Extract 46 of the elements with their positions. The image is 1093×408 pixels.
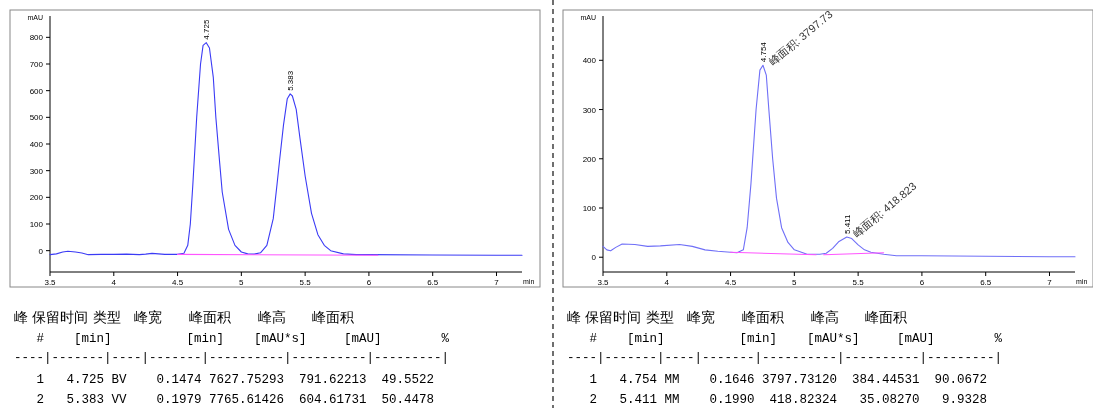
y-tick-label: 0: [591, 253, 597, 263]
line-series: [602, 64, 1076, 258]
y-tick-label: 200: [29, 193, 44, 203]
x-tick-label: 6: [919, 278, 925, 287]
x-tick-label: 5: [792, 278, 798, 287]
text: 2 5.411 MM 0.1990 418.82324 35.08270 9.9328: [567, 393, 988, 407]
annotation: 4.725: [202, 19, 212, 40]
x-tick-label: 5.5: [299, 278, 312, 287]
x-tick-label: 3.5: [597, 278, 610, 287]
y-tick-label: 100: [582, 204, 597, 213]
text: # [min] [min] [mAU*s] [mAU] %: [567, 332, 1003, 346]
y-tick-label: 400: [29, 140, 44, 149]
text: 1 4.754 MM 0.1646 3797.73120 384.44531 90.0672: [567, 373, 988, 387]
x-tick-label: 5: [239, 278, 245, 287]
y-tick-label: 800: [29, 33, 44, 43]
text: 峰 保留时间 类型 峰宽 峰面积 峰高 峰面积: [14, 309, 355, 325]
y-tick-label: 700: [29, 60, 44, 69]
x-tick-label: 7: [1047, 278, 1053, 287]
y-tick-label: 300: [29, 166, 44, 176]
x-tick-label: 7: [494, 278, 500, 287]
y-tick-label: 200: [582, 154, 597, 164]
y-tick-label: 0: [38, 246, 44, 256]
y-tick-label: 100: [29, 220, 44, 229]
text: 峰 保留时间 类型 峰宽 峰面积 峰高 峰面积: [567, 309, 908, 325]
annotation: 5.383: [286, 70, 296, 91]
text: 2 5.383 VV 0.1979 7765.61426 604.61731 50.4478: [14, 393, 435, 407]
x-tick-label: 4.5: [172, 278, 184, 287]
y-tick-label: 300: [582, 105, 597, 115]
annotation: 4.754: [758, 41, 768, 63]
text: 1 4.725 BV 0.1474 7627.75293 791.62213 49.5522: [14, 373, 435, 387]
annotation: 5.411: [842, 214, 852, 235]
x-tick-label: 4: [664, 278, 670, 287]
x-tick-label: 4.5: [725, 278, 737, 287]
text: # [min] [min] [mAU*s] [mAU] %: [14, 332, 450, 346]
x-tick-label: 3.5: [44, 278, 57, 287]
x-tick-label: 4: [111, 278, 117, 287]
x-tick-label: 5.5: [852, 278, 865, 287]
y-tick-label: 400: [582, 56, 597, 66]
text: ----|-------|----|-------|----------|----------|---------|: [567, 351, 1003, 365]
text: ----|-------|----|-------|----------|----------|---------|: [14, 351, 450, 365]
x-tick-label: 6: [366, 278, 372, 287]
x-tick-label: 6.5: [427, 278, 439, 287]
y-tick-label: 600: [29, 86, 44, 96]
x-tick-label: 6.5: [980, 278, 992, 287]
y-tick-label: 500: [29, 113, 44, 123]
line-series: [49, 42, 523, 256]
